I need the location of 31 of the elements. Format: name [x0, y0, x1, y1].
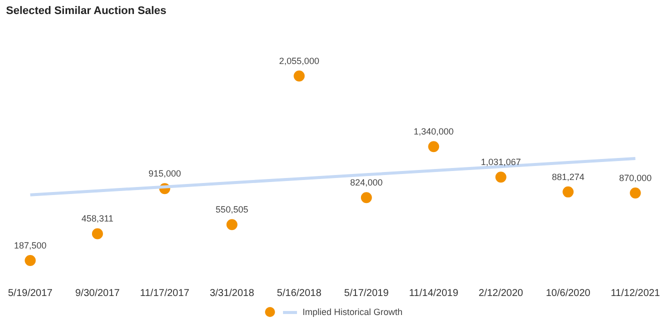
point — [226, 219, 238, 230]
data-label: 2,055,000 — [279, 56, 320, 66]
point — [428, 141, 440, 152]
chart-title: Selected Similar Auction Sales — [6, 5, 166, 17]
point — [92, 228, 103, 240]
data-label: 881,274 — [552, 172, 584, 182]
x-tick-label: 10/6/2020 — [546, 288, 591, 299]
x-tick-label: 11/12/2021 — [610, 288, 660, 299]
data-label: 870,000 — [619, 173, 652, 184]
data-label: 187,500 — [14, 240, 47, 250]
point — [562, 186, 574, 198]
x-tick-label: 5/16/2018 — [276, 288, 322, 299]
x-tick-label: 5/17/2019 — [344, 288, 390, 299]
data-label: 1,031,067 — [480, 157, 521, 168]
point — [24, 254, 36, 266]
data-label: 550,505 — [216, 204, 248, 215]
data-label: 824,000 — [350, 178, 383, 188]
point — [495, 172, 506, 183]
point — [360, 192, 372, 204]
x-tick-label: 3/31/2018 — [210, 288, 255, 299]
data-label: 915,000 — [148, 168, 181, 179]
x-tick-label: 2/12/2020 — [478, 288, 524, 299]
x-tick-label: 11/14/2019 — [408, 288, 459, 299]
x-tick-label: 11/17/2017 — [140, 288, 190, 299]
point — [294, 70, 305, 82]
data-label: 458,311 — [82, 214, 114, 224]
x-tick-label: 5/19/2017 — [8, 288, 53, 299]
x-tick-label: 9/30/2017 — [75, 288, 120, 299]
point — [630, 188, 641, 199]
legend-label: Implied Historical Growth — [302, 307, 403, 317]
data-label: 1,340,000 — [414, 126, 454, 137]
